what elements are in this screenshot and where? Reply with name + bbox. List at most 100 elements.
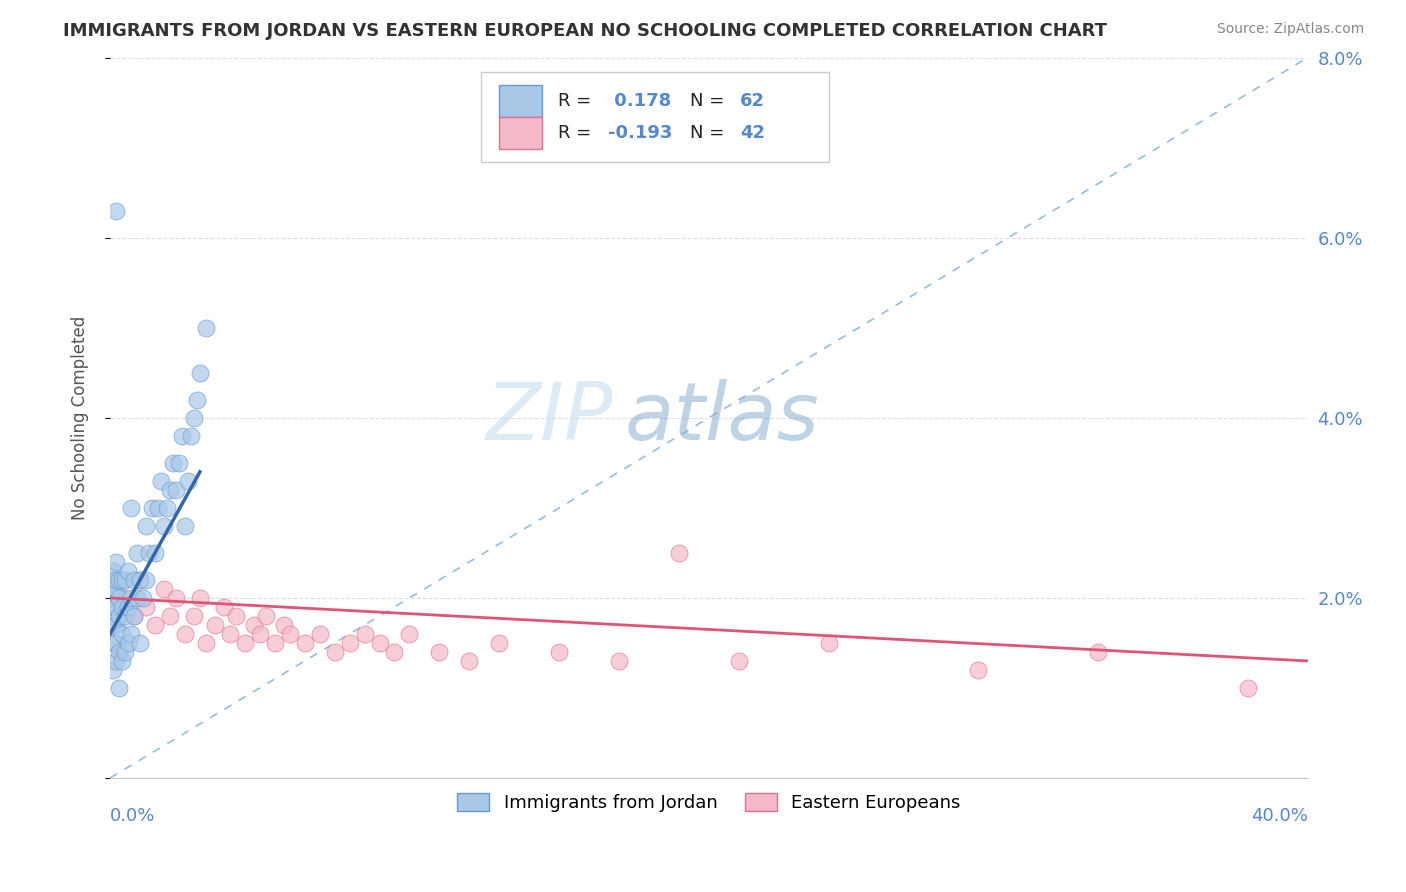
Point: [263, 636, 285, 650]
Point: [170, 429, 193, 443]
Point: [1087, 645, 1109, 659]
Point: [398, 627, 420, 641]
Point: [146, 500, 169, 515]
Point: [188, 591, 211, 605]
Point: [101, 663, 124, 677]
Point: [384, 645, 406, 659]
Point: [122, 573, 145, 587]
Point: [111, 573, 134, 587]
Point: [180, 429, 202, 443]
Point: [120, 591, 142, 605]
Point: [278, 627, 301, 641]
Point: [668, 546, 690, 560]
Point: [105, 582, 128, 596]
Point: [117, 564, 139, 578]
Point: [458, 654, 481, 668]
Point: [117, 636, 139, 650]
Point: [101, 636, 124, 650]
Point: [218, 627, 240, 641]
Point: [427, 645, 450, 659]
Point: [111, 654, 134, 668]
Text: R =: R =: [558, 92, 598, 110]
Point: [194, 636, 217, 650]
Point: [339, 636, 361, 650]
Point: [105, 654, 128, 668]
Point: [135, 599, 157, 614]
Point: [108, 681, 131, 695]
Point: [967, 663, 990, 677]
Point: [129, 636, 152, 650]
FancyBboxPatch shape: [481, 72, 828, 162]
Point: [249, 627, 271, 641]
Point: [105, 203, 128, 218]
FancyBboxPatch shape: [499, 118, 543, 149]
Point: [111, 627, 134, 641]
Point: [225, 609, 247, 624]
Point: [101, 573, 124, 587]
Point: [105, 618, 128, 632]
Point: [101, 618, 124, 632]
Point: [101, 564, 124, 578]
Point: [548, 645, 571, 659]
Point: [138, 546, 160, 560]
Point: [174, 519, 197, 533]
Point: [108, 573, 131, 587]
Point: [353, 627, 375, 641]
Point: [153, 519, 176, 533]
Point: [212, 599, 235, 614]
Point: [122, 609, 145, 624]
Point: [817, 636, 839, 650]
Point: [114, 591, 136, 605]
Point: [125, 546, 148, 560]
Point: [273, 618, 295, 632]
Point: [122, 609, 145, 624]
Point: [117, 599, 139, 614]
Point: [294, 636, 316, 650]
Point: [174, 627, 197, 641]
Point: [727, 654, 749, 668]
Point: [368, 636, 391, 650]
Point: [108, 645, 131, 659]
Point: [153, 582, 176, 596]
Text: 62: 62: [740, 92, 765, 110]
Point: [105, 599, 128, 614]
Point: [101, 582, 124, 596]
Point: [129, 573, 152, 587]
Point: [105, 573, 128, 587]
Text: 0.0%: 0.0%: [110, 807, 156, 825]
Text: -0.193: -0.193: [609, 124, 672, 143]
Point: [607, 654, 630, 668]
Point: [143, 546, 166, 560]
Point: [120, 627, 142, 641]
Point: [188, 366, 211, 380]
Point: [120, 500, 142, 515]
Point: [233, 636, 256, 650]
Point: [101, 591, 124, 605]
Point: [308, 627, 330, 641]
Point: [183, 609, 205, 624]
Text: 42: 42: [740, 124, 765, 143]
Point: [183, 410, 205, 425]
Point: [101, 599, 124, 614]
Point: [111, 599, 134, 614]
Point: [114, 645, 136, 659]
Point: [1236, 681, 1258, 695]
Point: [162, 456, 184, 470]
Point: [194, 320, 217, 334]
Point: [108, 591, 131, 605]
Point: [165, 591, 187, 605]
Text: R =: R =: [558, 124, 598, 143]
Point: [141, 500, 163, 515]
Point: [105, 555, 128, 569]
Point: [114, 609, 136, 624]
Point: [254, 609, 277, 624]
Point: [135, 519, 157, 533]
Point: [149, 474, 172, 488]
Point: [108, 609, 131, 624]
Point: [186, 392, 208, 407]
Text: N =: N =: [690, 92, 730, 110]
Point: [156, 500, 179, 515]
Point: [167, 456, 190, 470]
Point: [114, 573, 136, 587]
Point: [159, 483, 181, 497]
